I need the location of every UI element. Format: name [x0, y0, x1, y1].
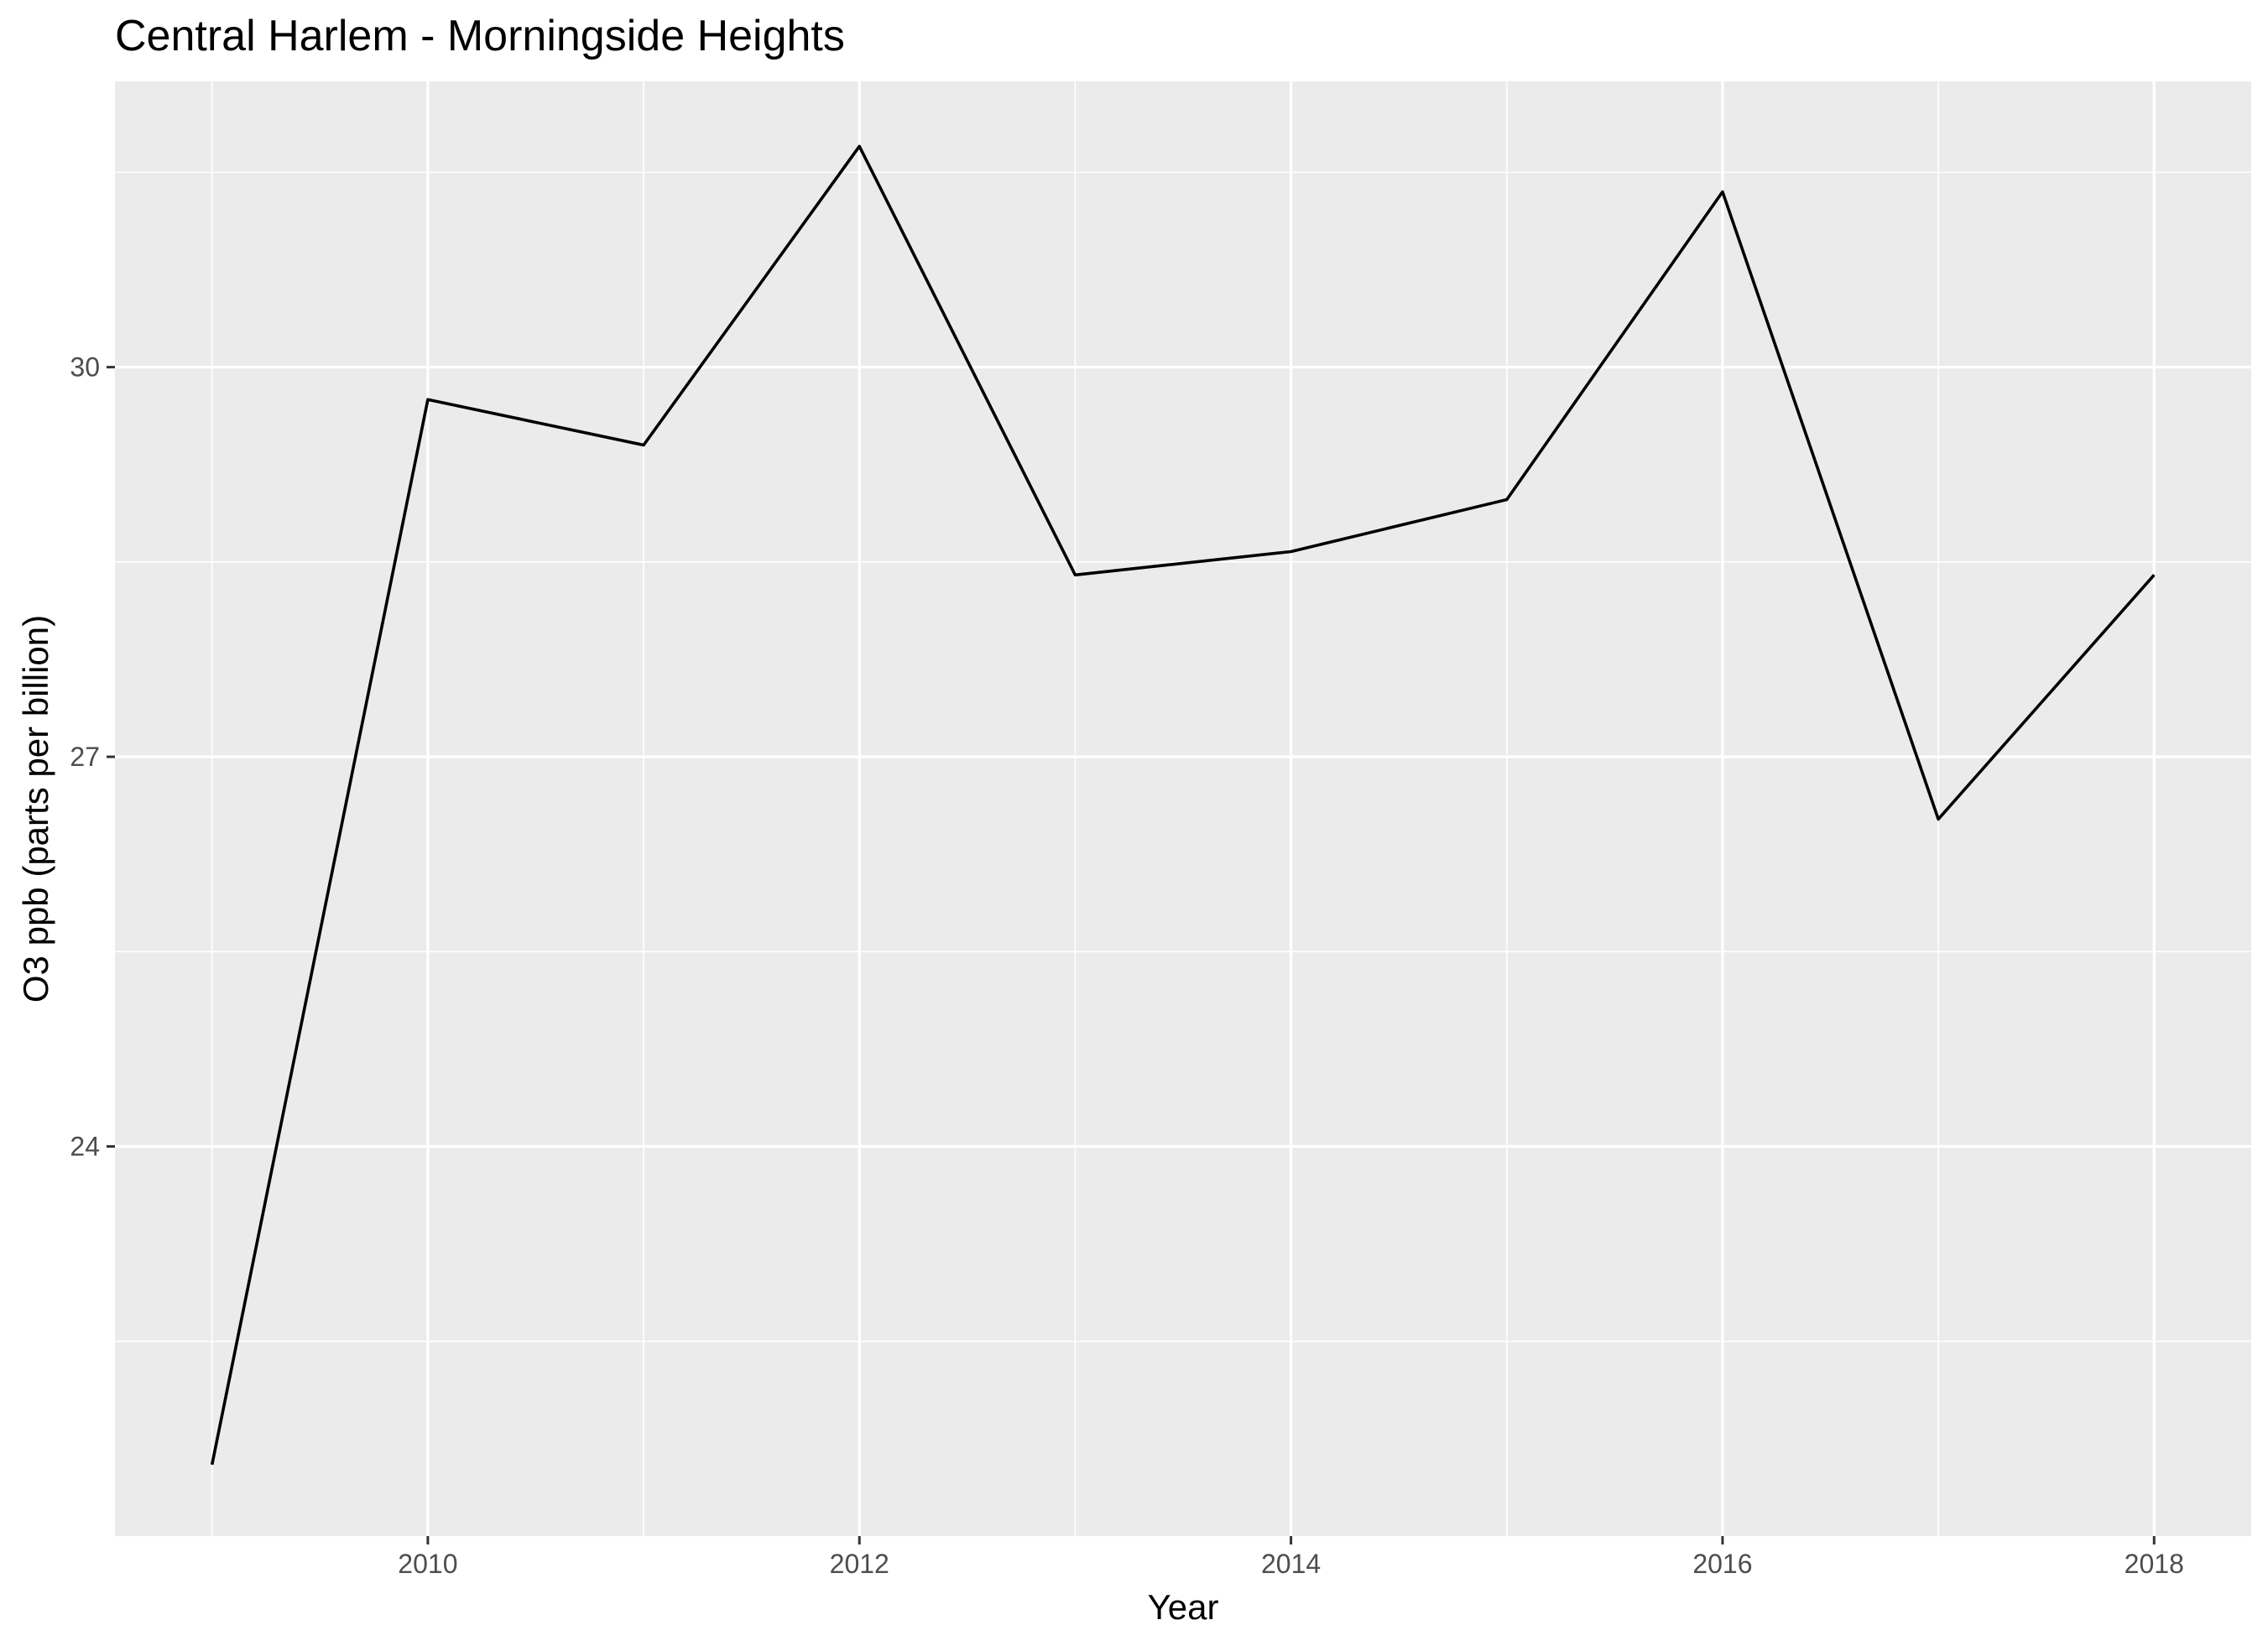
- minor-gridlines: [115, 81, 2251, 1536]
- x-tick-label: 2018: [2125, 1549, 2184, 1579]
- series-layer: [210, 144, 2156, 1466]
- y-tick-label: 30: [70, 352, 100, 383]
- x-tick-label: 2014: [1261, 1549, 1321, 1579]
- x-axis: 2010 2012 2014 2016 2018: [398, 1536, 2184, 1579]
- chart-title: Central Harlem - Morningside Heights: [115, 12, 845, 60]
- y-axis: 24 27 30: [70, 352, 115, 1162]
- series-line: [210, 144, 2156, 1466]
- x-axis-title: Year: [1148, 1587, 1219, 1627]
- plot-panel: [115, 81, 2251, 1536]
- x-tick-label: 2016: [1692, 1549, 1752, 1579]
- x-tick-label: 2012: [830, 1549, 889, 1579]
- y-tick-label: 27: [70, 742, 100, 772]
- major-gridlines: [115, 81, 2251, 1536]
- y-tick-label: 24: [70, 1132, 100, 1162]
- x-tick-label: 2010: [398, 1549, 457, 1579]
- y-axis-title: O3 ppb (parts per billion): [16, 615, 55, 1003]
